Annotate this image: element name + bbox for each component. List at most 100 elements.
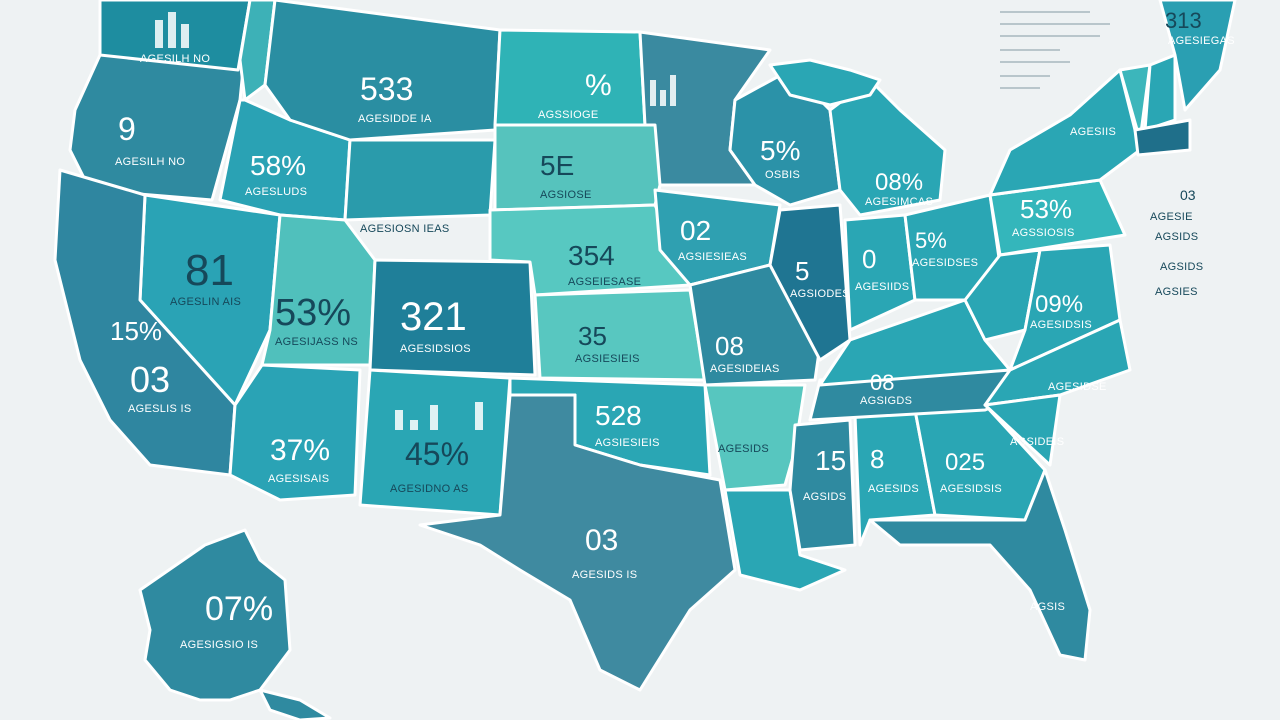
georgia-caption: AGESIDSIS (940, 483, 1002, 495)
west-virginia-value: 09% (1035, 291, 1083, 318)
california-north-value: 15% (110, 316, 162, 346)
arizona-value: 37% (270, 434, 330, 467)
state-maine[interactable] (1158, 0, 1237, 112)
idaho-caption: AGESLUDS (245, 186, 307, 198)
states-layer (53, 0, 1237, 720)
east-note-4: AGSIES (1155, 286, 1198, 298)
wisconsin-caption: OSBIS (765, 169, 800, 181)
arizona-caption: AGESISAIS (268, 473, 329, 485)
state-mississippi[interactable] (788, 418, 857, 552)
kansas-value: 35 (578, 321, 607, 351)
pennsylvania-caption: AGSSIOSIS (1012, 227, 1075, 239)
state-north-carolina[interactable] (983, 318, 1132, 407)
legend-lines (1000, 11, 1110, 89)
alaska-value: 07% (205, 590, 273, 628)
california-south-value: 03 (130, 359, 170, 400)
new-mexico-value: 45% (405, 436, 469, 472)
virginia-caption: AGESIDSE (1048, 381, 1107, 393)
washington-top-caption: AGESILH NO (140, 53, 210, 65)
state-vermont[interactable] (1118, 63, 1152, 142)
kentucky-value: 08 (870, 370, 894, 395)
alaska-caption: AGESIGSIO IS (180, 639, 258, 651)
oklahoma-caption: AGSIESIEIS (595, 437, 660, 449)
utah-value: 53% (275, 292, 351, 334)
florida-caption: AGSIS (1030, 601, 1065, 613)
alabama-value: 8 (870, 444, 884, 474)
indiana-value: 0 (862, 244, 876, 274)
state-kentucky[interactable] (818, 298, 1012, 387)
maine-value: 313 (1165, 8, 1202, 33)
state-south-carolina[interactable] (983, 393, 1062, 467)
state-virginia[interactable] (1008, 243, 1122, 372)
east-note-2-value: 03 (1180, 187, 1196, 203)
colorado-value: 321 (400, 295, 467, 339)
state-arizona[interactable] (228, 363, 362, 502)
south-dakota-value: 5E (540, 150, 574, 181)
maine-caption: AGESIEGAS (1168, 35, 1235, 47)
mini-bar-charts (155, 12, 676, 430)
state-arkansas[interactable] (703, 383, 807, 492)
state-alaska-panhandle[interactable] (258, 688, 332, 720)
utah-caption: AGESIJASS NS (275, 336, 358, 348)
iowa-value: 02 (680, 215, 711, 246)
wyoming-caption: AGESIOSN IEAS (360, 223, 449, 235)
kentucky-caption: AGSIGDS (860, 395, 912, 407)
alabama-caption: AGESIDS (868, 483, 919, 495)
state-florida[interactable] (868, 468, 1092, 662)
new-mexico-caption: AGESIDNO AS (390, 483, 469, 495)
tennessee-caption: AGSIDEIS (1010, 436, 1064, 448)
east-note-1: AGESIE (1150, 211, 1193, 223)
montana-caption: AGESIDDE IA (358, 113, 432, 125)
mississippi-value: 15 (815, 445, 846, 476)
state-illinois[interactable] (768, 203, 852, 362)
iowa-caption: AGSIESIEAS (678, 251, 747, 263)
missouri-caption: AGESIDEIAS (710, 363, 780, 375)
illinois-caption: AGSIODES (790, 288, 850, 300)
wisconsin-value: 5% (760, 135, 800, 166)
north-dakota-caption: AGSSIOGE (538, 109, 598, 121)
california-south-caption: AGESLIS IS (128, 403, 192, 415)
colorado-caption: AGESIDSIOS (400, 343, 471, 355)
ohio-caption: AGESIDSES (912, 257, 978, 269)
state-kansas[interactable] (533, 288, 707, 382)
arkansas-caption: AGESIDS (718, 443, 769, 455)
indiana-caption: AGESIIDS (855, 281, 909, 293)
north-dakota-value: % (585, 69, 612, 102)
state-california[interactable] (53, 168, 237, 477)
west-virginia-caption: AGESIDSIS (1030, 319, 1092, 331)
michigan-value: 08% (875, 169, 923, 196)
washington-caption: AGESILH NO (115, 156, 185, 168)
ohio-value: 5% (915, 228, 947, 253)
texas-caption: AGESIDS IS (572, 569, 637, 581)
east-note-3: AGSIDS (1160, 261, 1203, 273)
idaho-value: 58% (250, 150, 306, 181)
south-dakota-caption: AGSIOSE (540, 189, 592, 201)
state-michigan-upper[interactable] (768, 58, 882, 107)
texas-value: 03 (585, 524, 618, 557)
labels-layer: AGESILH NO 9 AGESILH NO 58% AGESLUDS 533… (110, 8, 1235, 651)
state-indiana[interactable] (843, 213, 917, 332)
washington-value: 9 (118, 111, 136, 147)
nebraska-caption: AGSEIESASE (568, 276, 641, 288)
georgia-value: 025 (945, 449, 985, 476)
nevada-value: 81 (185, 246, 234, 295)
state-texas[interactable] (418, 393, 737, 692)
state-massachusetts[interactable] (1133, 118, 1192, 157)
mississippi-caption: AGSIDS (803, 491, 846, 503)
east-note-2-caption: AGSIDS (1155, 231, 1198, 243)
state-wyoming[interactable] (343, 138, 497, 222)
new-york-caption: AGESIIS (1070, 126, 1116, 138)
state-new-hampshire[interactable] (1143, 53, 1177, 132)
nevada-caption: AGESLIN AIS (170, 296, 241, 308)
nebraska-value: 354 (568, 240, 615, 271)
illinois-value: 5 (795, 256, 809, 286)
montana-value: 533 (360, 71, 413, 107)
oklahoma-value: 528 (595, 400, 642, 431)
pennsylvania-value: 53% (1020, 194, 1072, 224)
kansas-caption: AGSIESIEIS (575, 353, 640, 365)
state-idaho-west[interactable] (238, 0, 277, 102)
state-colorado[interactable] (368, 258, 537, 377)
michigan-caption: AGESIMCAS (865, 196, 933, 208)
missouri-value: 08 (715, 331, 744, 361)
